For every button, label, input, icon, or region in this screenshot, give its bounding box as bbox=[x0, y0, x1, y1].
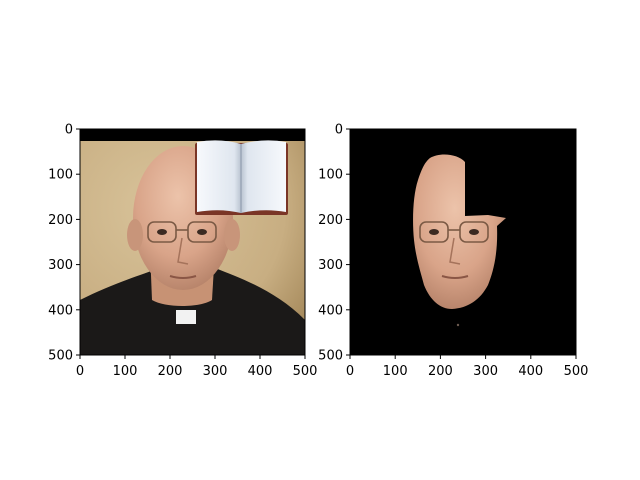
right-eye-left bbox=[429, 229, 439, 235]
book-overlay bbox=[195, 140, 288, 215]
right-x-tick-label-200: 200 bbox=[428, 364, 453, 379]
right-glasses bbox=[419, 221, 489, 243]
left-nose bbox=[177, 237, 189, 265]
left-y-tick-label-400: 400 bbox=[48, 303, 73, 318]
right-image-panel bbox=[350, 129, 576, 355]
left-y-tick-label-200: 200 bbox=[48, 213, 73, 228]
left-x-tick-label-300: 300 bbox=[203, 364, 228, 379]
right-x-tick-label-400: 400 bbox=[518, 364, 543, 379]
right-x-tick-label-300: 300 bbox=[473, 364, 498, 379]
left-glasses bbox=[147, 221, 217, 243]
right-y-tick-label-0: 0 bbox=[335, 123, 343, 138]
left-x-tick-label-400: 400 bbox=[248, 364, 273, 379]
right-x-tick-label-0: 0 bbox=[346, 364, 354, 379]
left-axes-frame bbox=[79, 128, 306, 356]
right-axes-frame bbox=[349, 128, 577, 356]
right-y-tick-label-500: 500 bbox=[318, 349, 343, 364]
left-clerical-collar bbox=[176, 310, 196, 324]
right-mouth bbox=[441, 275, 469, 279]
right-y-tick-label-300: 300 bbox=[318, 258, 343, 273]
left-x-tick-label-0: 0 bbox=[76, 364, 84, 379]
right-eye-right bbox=[469, 229, 479, 235]
left-eye-right bbox=[197, 229, 207, 235]
right-nose bbox=[449, 237, 461, 265]
right-y-tick-label-100: 100 bbox=[318, 168, 343, 183]
left-y-tick-label-500: 500 bbox=[48, 349, 73, 364]
right-stray-pixel bbox=[456, 323, 460, 327]
right-x-tick-label-100: 100 bbox=[383, 364, 408, 379]
right-y-tick-label-200: 200 bbox=[318, 213, 343, 228]
left-image-panel bbox=[80, 129, 305, 355]
left-mouth bbox=[169, 275, 197, 279]
left-ear-left bbox=[127, 219, 143, 251]
book-right-page bbox=[241, 140, 286, 213]
book-left-page bbox=[197, 140, 241, 213]
left-x-tick-label-100: 100 bbox=[113, 364, 138, 379]
left-x-tick-label-500: 500 bbox=[293, 364, 318, 379]
left-y-tick-label-0: 0 bbox=[65, 123, 73, 138]
right-x-tick-label-500: 500 bbox=[564, 364, 589, 379]
left-top-black-strip bbox=[80, 129, 305, 141]
left-eye-left bbox=[157, 229, 167, 235]
left-x-tick-label-200: 200 bbox=[158, 364, 183, 379]
left-y-tick-label-100: 100 bbox=[48, 168, 73, 183]
left-ear-right bbox=[224, 219, 240, 251]
left-y-tick-label-300: 300 bbox=[48, 258, 73, 273]
right-y-tick-label-400: 400 bbox=[318, 303, 343, 318]
